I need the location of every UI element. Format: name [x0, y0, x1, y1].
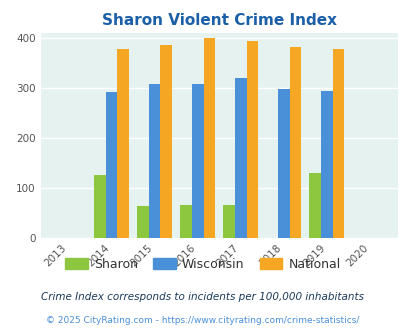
Bar	[289, 47, 301, 238]
Bar	[203, 39, 215, 238]
Bar	[180, 205, 192, 238]
Bar	[309, 173, 320, 238]
Bar	[277, 89, 289, 238]
Text: © 2025 CityRating.com - https://www.cityrating.com/crime-statistics/: © 2025 CityRating.com - https://www.city…	[46, 316, 359, 325]
Bar	[332, 49, 343, 238]
Text: Crime Index corresponds to incidents per 100,000 inhabitants: Crime Index corresponds to incidents per…	[41, 292, 364, 302]
Bar	[320, 91, 332, 238]
Bar	[106, 92, 117, 238]
Bar	[246, 41, 258, 238]
Bar	[160, 46, 172, 238]
Bar	[192, 84, 203, 238]
Bar	[137, 206, 149, 238]
Bar	[117, 50, 129, 238]
Bar	[223, 205, 234, 238]
Bar	[234, 79, 246, 238]
Title: Sharon Violent Crime Index: Sharon Violent Crime Index	[102, 13, 336, 28]
Bar	[149, 84, 160, 238]
Bar	[94, 175, 106, 238]
Legend: Sharon, Wisconsin, National: Sharon, Wisconsin, National	[60, 252, 345, 276]
